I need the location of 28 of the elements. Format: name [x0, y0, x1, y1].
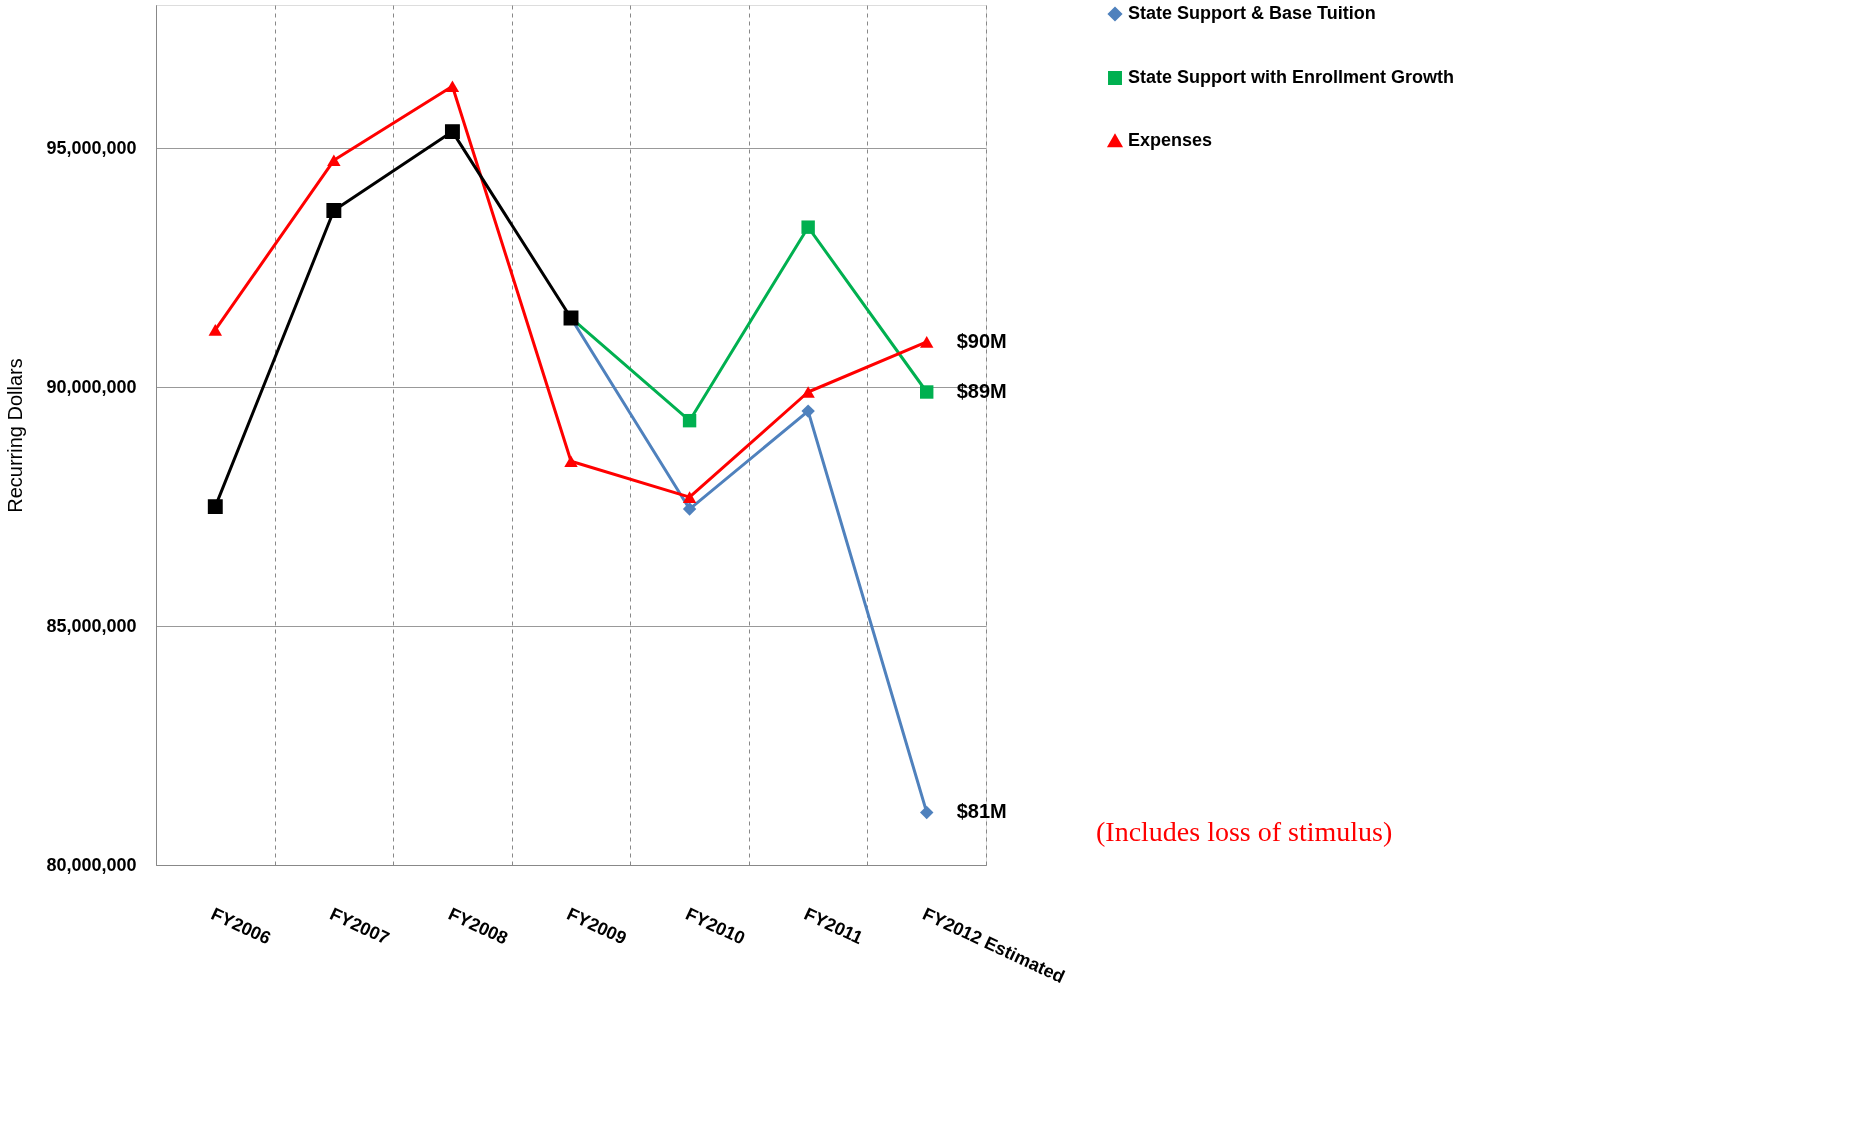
point: [682, 491, 697, 503]
y-tick-label: 80,000,000: [46, 854, 137, 875]
point: [801, 386, 815, 398]
point: [920, 385, 934, 399]
point: [920, 336, 934, 348]
point: [445, 80, 460, 93]
point: [326, 202, 342, 218]
point: [682, 413, 697, 428]
point: [920, 805, 934, 820]
legend-label: State Support & Base Tuition: [1128, 3, 1376, 23]
annotation: $90M: [956, 329, 1007, 352]
y-tick-label: 95,000,000: [46, 137, 137, 158]
y-tick-label: 90,000,000: [46, 376, 137, 397]
annotation: $89M: [956, 380, 1007, 402]
point: [564, 455, 578, 468]
point: [207, 499, 223, 515]
point: [444, 124, 460, 140]
point: [801, 404, 815, 418]
point: [682, 502, 697, 516]
y-axis-title: Recurring Dollars: [4, 358, 27, 513]
text: (Includes loss of stimulus): [1096, 816, 1393, 847]
y-tick-label: 85,000,000: [46, 615, 137, 636]
annotation: $81M: [956, 800, 1007, 823]
legend-label: Expenses: [1128, 130, 1213, 150]
point: [327, 154, 341, 167]
point: [208, 324, 222, 336]
point: [801, 220, 815, 234]
legend-label: State Support with Enrollment Growth: [1128, 67, 1454, 87]
